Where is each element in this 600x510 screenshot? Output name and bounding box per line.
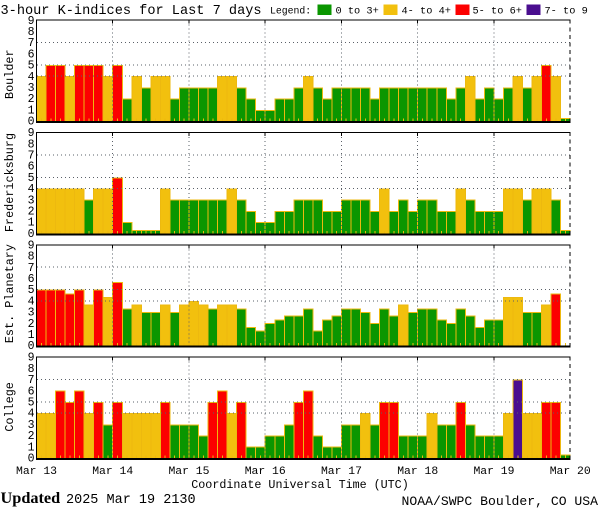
svg-text:3: 3 (28, 194, 35, 207)
svg-text:0: 0 (28, 116, 35, 129)
svg-text:7: 7 (28, 37, 35, 50)
svg-text:7- to 9: 7- to 9 (545, 6, 588, 18)
svg-text:6: 6 (28, 161, 35, 174)
svg-text:5: 5 (28, 284, 35, 297)
svg-text:3: 3 (28, 307, 35, 320)
svg-text:8: 8 (28, 363, 35, 376)
svg-text:0: 0 (28, 453, 35, 466)
svg-text:4: 4 (28, 71, 35, 84)
svg-text:9: 9 (28, 352, 35, 365)
svg-text:6: 6 (28, 385, 35, 398)
svg-text:3-hour K-indices for Last 7 da: 3-hour K-indices for Last 7 days (1, 4, 262, 19)
svg-text:3: 3 (28, 419, 35, 432)
svg-text:2: 2 (28, 430, 35, 443)
svg-text:Mar 13: Mar 13 (16, 466, 57, 478)
svg-text:Mar 18: Mar 18 (397, 466, 438, 478)
svg-text:8: 8 (28, 26, 35, 39)
svg-text:9: 9 (28, 15, 35, 28)
svg-text:5: 5 (28, 172, 35, 185)
svg-text:4: 4 (28, 295, 35, 308)
svg-text:7: 7 (28, 150, 35, 163)
svg-text:Mar 20: Mar 20 (550, 466, 591, 478)
svg-text:1: 1 (28, 441, 35, 454)
svg-text:Mar 19: Mar 19 (473, 466, 514, 478)
svg-text:4- to 4+: 4- to 4+ (402, 6, 451, 18)
svg-text:2: 2 (28, 206, 35, 219)
svg-text:2: 2 (28, 318, 35, 331)
svg-text:3: 3 (28, 82, 35, 95)
svg-text:NOAA/SWPC Boulder, CO USA: NOAA/SWPC Boulder, CO USA (402, 494, 599, 509)
svg-text:Boulder: Boulder (3, 49, 17, 99)
svg-text:6: 6 (28, 273, 35, 286)
svg-text:0 to 3+: 0 to 3+ (336, 6, 379, 18)
svg-text:5: 5 (28, 60, 35, 73)
svg-text:Updated: Updated (1, 488, 61, 507)
svg-text:6: 6 (28, 48, 35, 61)
svg-text:Mar 14: Mar 14 (92, 466, 133, 478)
svg-text:Mar 16: Mar 16 (245, 466, 286, 478)
svg-text:4: 4 (28, 408, 35, 421)
svg-text:Mar 17: Mar 17 (321, 466, 362, 478)
svg-text:7: 7 (28, 374, 35, 387)
svg-text:1: 1 (28, 329, 35, 342)
svg-text:1: 1 (28, 104, 35, 117)
svg-text:Coordinate Universal Time (UTC: Coordinate Universal Time (UTC) (191, 478, 408, 492)
svg-text:5- to 6+: 5- to 6+ (473, 6, 522, 18)
svg-text:8: 8 (28, 251, 35, 264)
svg-text:9: 9 (28, 239, 35, 252)
svg-text:Legend:: Legend: (270, 6, 311, 17)
svg-text:College: College (3, 382, 17, 432)
svg-text:4: 4 (28, 183, 35, 196)
svg-text:1: 1 (28, 217, 35, 230)
svg-text:2025 Mar 19 2130: 2025 Mar 19 2130 (66, 493, 196, 508)
svg-text:5: 5 (28, 397, 35, 410)
svg-text:0: 0 (28, 340, 35, 353)
svg-text:9: 9 (28, 127, 35, 140)
svg-text:Fredericksburg: Fredericksburg (3, 133, 17, 232)
svg-text:Est. Planetary: Est. Planetary (3, 244, 17, 343)
svg-text:7: 7 (28, 262, 35, 275)
svg-text:Mar 15: Mar 15 (168, 466, 209, 478)
svg-text:8: 8 (28, 138, 35, 151)
svg-text:2: 2 (28, 93, 35, 106)
svg-text:0: 0 (28, 228, 35, 241)
